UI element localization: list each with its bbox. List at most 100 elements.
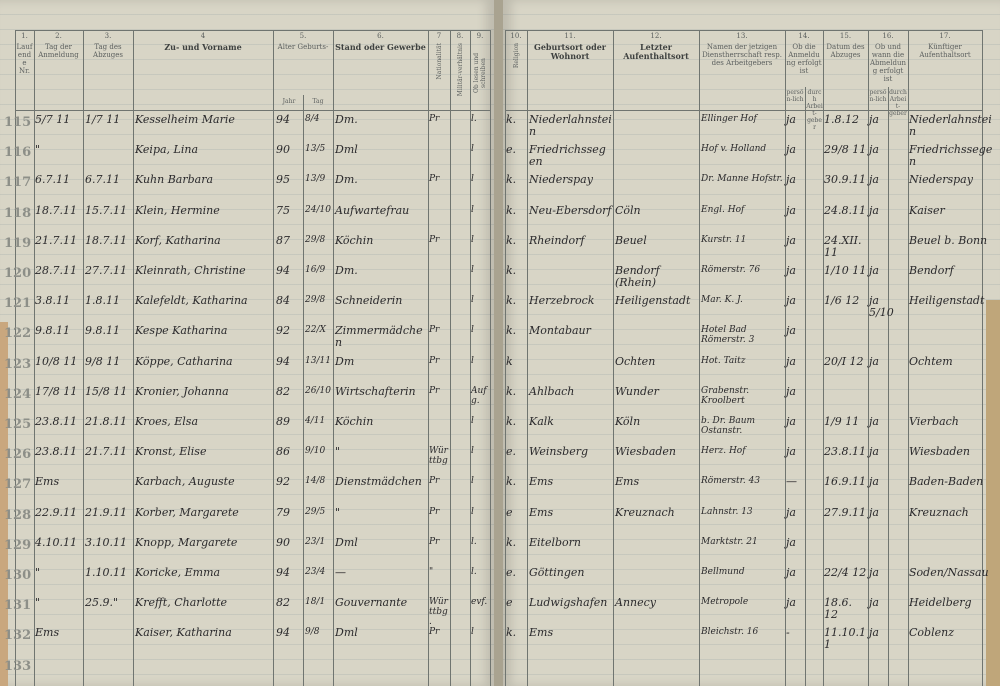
row-abzug: 20/I 12 bbox=[824, 354, 864, 368]
row-jahr: 94 bbox=[276, 354, 290, 368]
row-dienst: Dr. Manne Hofstr. bbox=[701, 174, 783, 185]
row-abzug: 16.9.11 bbox=[824, 475, 866, 489]
column-number: 8. bbox=[456, 32, 464, 40]
row-anm: Ems bbox=[35, 475, 60, 489]
row-stand: Schneiderin bbox=[335, 294, 403, 308]
row-kuenftig: Heiligenstadt bbox=[909, 294, 985, 308]
row-p14: ja bbox=[786, 535, 796, 549]
row-jahr: 90 bbox=[276, 143, 290, 157]
row-p16: ja bbox=[869, 566, 879, 579]
row-abzug: 27.9.11 bbox=[824, 505, 866, 519]
employer-label: durch Arbeit-geber bbox=[806, 89, 823, 131]
row-dienst: Bellmund bbox=[701, 567, 745, 577]
row-nat: " bbox=[429, 567, 434, 577]
row-rel: k. bbox=[506, 535, 517, 549]
row-number: 131 bbox=[4, 598, 32, 614]
row-abzug: 22/4 12 bbox=[824, 566, 867, 579]
row-p16: ja bbox=[869, 113, 879, 126]
row-name: Koricke, Emma bbox=[135, 566, 221, 579]
row-dienst: Marktstr. 21 bbox=[701, 536, 758, 547]
row-abzug: 1/10 11 bbox=[824, 264, 867, 277]
row-abz: 3.10.11 bbox=[85, 535, 127, 549]
row-letzt: Annecy bbox=[615, 596, 656, 610]
row-geb: Niederspay bbox=[529, 173, 593, 187]
row-name: Krefft, Charlotte bbox=[135, 596, 228, 610]
row-geb: Eitelborn bbox=[529, 535, 582, 549]
row-p14: ja bbox=[786, 264, 796, 277]
column-number: 17. bbox=[939, 32, 951, 40]
row-p14: ja bbox=[786, 445, 796, 459]
column-header: 12. Letzter Aufenthaltsort bbox=[613, 30, 699, 110]
row-dienst: Kurstr. 11 bbox=[701, 234, 747, 245]
column-rule bbox=[699, 30, 700, 686]
column-rule bbox=[333, 30, 334, 686]
row-stand: Dml bbox=[335, 626, 358, 640]
row-number: 115 bbox=[4, 115, 32, 130]
row-geb: Niederlahnstein bbox=[529, 113, 612, 138]
row-letzt: Ems bbox=[615, 475, 640, 489]
row-anm: 23.8.11 bbox=[35, 415, 77, 428]
row-number: 125 bbox=[4, 417, 32, 432]
row-abzug: 23.8.11 bbox=[824, 445, 866, 459]
column-header: 11. Geburtsort oder Wohnort bbox=[527, 30, 613, 110]
row-dienst: Römerstr. 43 bbox=[701, 476, 761, 487]
row-c9: l bbox=[471, 265, 474, 275]
row-name: Kalefeldt, Katharina bbox=[135, 294, 248, 308]
row-anm: 10/8 11 bbox=[35, 354, 78, 368]
column-number: 6. bbox=[377, 32, 384, 40]
row-abzug: 24.XII.11 bbox=[824, 233, 862, 259]
row-tag: 13/5 bbox=[305, 144, 326, 155]
column-number: 5. bbox=[299, 32, 307, 40]
row-c9: l bbox=[471, 325, 474, 336]
row-kuenftig: Soden/Nassau bbox=[909, 566, 989, 579]
row-stand: Dml bbox=[335, 535, 358, 549]
column-header: 13. Namen der jetzigen Dienstherrschaft r… bbox=[699, 30, 785, 110]
column-number: 11. bbox=[564, 32, 576, 40]
column-header: 8. Militär-verhältnis bbox=[450, 30, 470, 110]
row-jahr: 86 bbox=[276, 445, 290, 459]
row-tag: 29/8 bbox=[305, 234, 326, 245]
row-p14: ja bbox=[786, 384, 796, 398]
row-rel: k. bbox=[506, 233, 517, 247]
row-abz: 21.7.11 bbox=[85, 445, 127, 459]
row-abzug: 24.8.11 bbox=[824, 203, 866, 217]
row-nat: Pr bbox=[429, 506, 440, 517]
row-name: Kleinrath, Christine bbox=[135, 264, 246, 277]
row-tag: 9/8 bbox=[305, 627, 320, 638]
row-rel: k. bbox=[506, 475, 517, 489]
column-header: 14. Ob die Anmeldung erfolgt ist bbox=[785, 30, 823, 110]
column-rule bbox=[868, 30, 869, 686]
row-anm: 18.7.11 bbox=[35, 203, 77, 217]
row-p14: ja bbox=[786, 143, 796, 157]
row-jahr: 92 bbox=[276, 324, 290, 338]
row-geb: Rheindorf bbox=[529, 233, 585, 247]
column-number: 2. bbox=[55, 32, 62, 40]
row-jahr: 94 bbox=[276, 264, 290, 277]
row-stand: Dienstmädchen bbox=[335, 475, 422, 489]
row-c9: Aufg. bbox=[471, 385, 487, 406]
column-header: 3. Tag des Abzuges bbox=[83, 30, 133, 110]
row-rel: e bbox=[506, 596, 513, 610]
column-rule bbox=[133, 30, 134, 686]
row-c9: l. bbox=[471, 536, 477, 547]
row-name: Kesselheim Marie bbox=[135, 113, 235, 126]
column-subrule bbox=[805, 87, 806, 686]
column-rule bbox=[470, 30, 471, 686]
row-abzug: 11.10.11 bbox=[824, 626, 866, 652]
row-anm: 22.9.11 bbox=[35, 505, 77, 519]
row-number: 118 bbox=[4, 205, 32, 221]
row-tag: 16/9 bbox=[305, 265, 326, 275]
column-number: 12. bbox=[650, 32, 662, 40]
row-nat: Pr bbox=[429, 234, 440, 245]
row-c9: l bbox=[471, 144, 474, 155]
row-dienst: Herz. Hof bbox=[701, 446, 746, 457]
row-nat: Württbg bbox=[429, 446, 448, 467]
row-kuenftig: Wiesbaden bbox=[909, 445, 971, 459]
row-stand: Köchin bbox=[335, 415, 374, 428]
row-geb: Weinsberg bbox=[529, 445, 589, 459]
row-jahr: 87 bbox=[276, 233, 290, 247]
column-label: Nationalität bbox=[435, 43, 443, 80]
row-nat: Pr bbox=[429, 114, 440, 124]
personal-label: persön-lich bbox=[786, 89, 804, 103]
column-label: Alter Geburts- bbox=[277, 43, 329, 51]
